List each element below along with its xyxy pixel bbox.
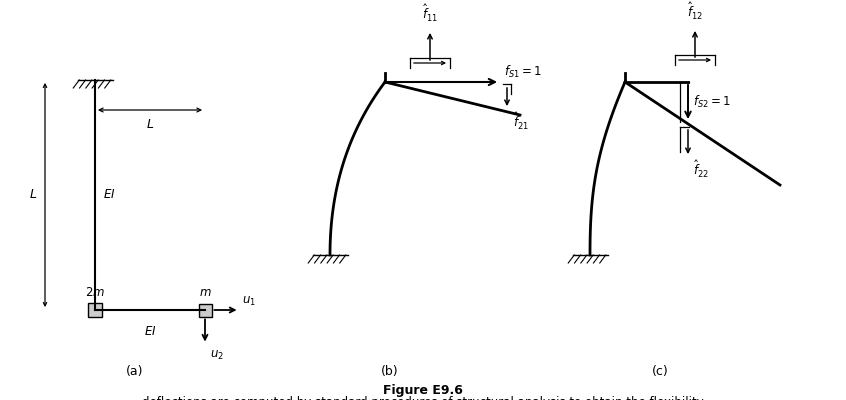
Text: $L$: $L$: [146, 118, 154, 131]
Text: (a): (a): [126, 366, 144, 378]
Text: $2m$: $2m$: [85, 286, 105, 299]
Text: $\hat{f}_{12}$: $\hat{f}_{12}$: [687, 1, 703, 22]
Text: $m$: $m$: [199, 286, 212, 300]
Text: deflections are computed by standard procedures of structural analysis to obtain: deflections are computed by standard pro…: [142, 396, 704, 400]
Text: Figure E9.6: Figure E9.6: [383, 384, 463, 397]
Text: $\hat{f}_{21}$: $\hat{f}_{21}$: [513, 111, 529, 132]
Text: $EI$: $EI$: [103, 188, 116, 202]
Text: (b): (b): [382, 366, 398, 378]
Text: $\hat{f}_{11}$: $\hat{f}_{11}$: [422, 3, 438, 24]
Text: $u_1$: $u_1$: [241, 295, 255, 308]
Text: $u_2$: $u_2$: [210, 348, 224, 362]
Text: $f_{S2}=1$: $f_{S2}=1$: [693, 94, 731, 110]
Text: (c): (c): [651, 366, 668, 378]
Text: $EI$: $EI$: [144, 325, 157, 338]
Bar: [88, 303, 102, 317]
Text: $L$: $L$: [29, 188, 37, 202]
Text: $f_{S1} = 1$: $f_{S1} = 1$: [504, 64, 541, 80]
Bar: [199, 304, 212, 316]
Text: $\hat{f}_{22}$: $\hat{f}_{22}$: [693, 159, 709, 180]
